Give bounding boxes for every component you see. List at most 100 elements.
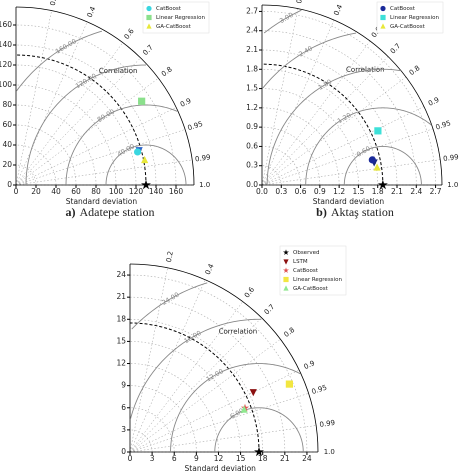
correlation-ray: [15, 77, 159, 186]
x-tick-label: 2.1: [391, 187, 403, 196]
data-point: [138, 97, 146, 105]
legend-marker: [283, 259, 289, 265]
reference-arc: [261, 63, 384, 186]
data-point: [368, 156, 376, 164]
std-grid-arc: [15, 164, 37, 186]
correlation-tick-label: 0.9: [427, 96, 441, 108]
legend-marker: [283, 267, 289, 274]
std-grid-arc: [15, 64, 137, 186]
correlation-tick-label: 1.0: [324, 448, 335, 456]
legend-label: CatBoost: [156, 6, 182, 12]
caption-text: Adatepe station: [80, 205, 155, 219]
correlation-ray: [261, 76, 407, 186]
correlation-ray: [261, 40, 371, 186]
legend: Observed LSTM CatBoost Linear Regression GA-…: [279, 245, 347, 296]
x-tick-label: 80: [91, 187, 101, 196]
x-tick-label: 60: [71, 187, 81, 196]
x-tick-label: 40: [51, 187, 61, 196]
std-grid-arc: [261, 88, 359, 186]
x-tick-label: 0.0: [256, 187, 268, 196]
correlation-tick-label: 0.7: [263, 303, 277, 317]
std-grid-arc: [15, 124, 77, 186]
legend-marker: [380, 23, 386, 29]
rmsd-contour: [16, 30, 103, 92]
correlation-tick-label: 0.8: [160, 65, 174, 78]
correlation-ray: [15, 10, 52, 186]
y-tick-label: 0.0: [246, 180, 258, 189]
legend-box: [376, 1, 444, 34]
legend-label: GA-CatBoost: [156, 24, 192, 30]
std-grid-arc: [15, 44, 157, 186]
correlation-tick-label: 0.2: [165, 250, 175, 263]
rmsd-contour: [131, 282, 208, 330]
legend-label: LSTM: [293, 259, 308, 265]
caption: b) Aktaş station: [316, 205, 394, 219]
correlation-ray: [15, 159, 193, 186]
y-tick-label: 140: [0, 40, 12, 49]
x-tick-label: 9: [194, 454, 199, 463]
correlation-tick-label: 0.4: [204, 262, 216, 276]
reference-arc: [129, 322, 260, 453]
x-tick-label: 0.9: [314, 187, 326, 196]
data-point: [377, 179, 388, 190]
y-tick-label: 120: [0, 60, 12, 69]
data-point: [133, 148, 142, 156]
y-tick-label: 2.4: [246, 26, 258, 35]
rmsd-contour: [262, 32, 357, 89]
rmsd-contour: [343, 145, 422, 186]
rmsd-label: 1.80: [317, 78, 334, 92]
correlation-tick-label: 1.0: [199, 181, 210, 189]
legend-label: Linear Regression: [293, 277, 342, 283]
x-tick-label: 2.4: [410, 187, 422, 196]
x-tick-label: 120: [129, 187, 144, 196]
taylor-panel: 0.0 0.3 0.6 0.9 1.2 1.5 1.8 2.1 2.4 2.70.00.30.60…: [246, 0, 459, 219]
legend-label: Linear Regression: [390, 15, 439, 21]
x-tick-label: 6: [172, 454, 177, 463]
x-tick-label: 0.6: [295, 187, 307, 196]
x-tick-label: 18: [258, 454, 268, 463]
y-tick-label: 40: [2, 140, 12, 149]
std-grid-arc: [261, 165, 282, 186]
correlation-tick-label: 0.95: [311, 384, 328, 396]
x-tick-label: 1.8: [372, 187, 384, 196]
data-point: [374, 127, 382, 135]
rmsd-label: 24.00: [160, 291, 180, 307]
std-grid-arc: [261, 146, 301, 186]
x-axis-label: Standard deviation: [66, 197, 138, 206]
std-grid-arc: [15, 104, 97, 186]
x-tick-label: 21: [280, 454, 290, 463]
correlation-tick-label: 0.9: [303, 359, 317, 371]
data-point: [141, 155, 149, 164]
outer-arc: [129, 263, 319, 453]
y-tick-label: 24: [116, 270, 126, 279]
legend-marker: [380, 14, 386, 21]
legend-label: CatBoost: [293, 268, 319, 274]
correlation-tick-label: 0.9: [179, 97, 193, 109]
correlation-ray: [261, 19, 335, 186]
legend-marker: [283, 276, 289, 283]
x-tick-label: 2.7: [430, 187, 442, 196]
y-tick-label: 9: [121, 381, 126, 390]
correlation-ray: [15, 42, 124, 186]
legend-label: Observed: [293, 250, 319, 256]
rmsd-contour: [305, 107, 432, 186]
std-grid-arc: [261, 126, 321, 186]
rmsd-label: 0.60: [355, 145, 372, 159]
y-tick-label: 1.2: [246, 103, 258, 112]
correlation-tick-label: 0.95: [187, 120, 204, 132]
std-grid-arc: [129, 363, 219, 453]
correlation-tick-label: 0.7: [389, 42, 403, 56]
caption: a) Adatepe station: [66, 205, 155, 219]
x-tick-label: 140: [149, 187, 164, 196]
legend-label: CatBoost: [390, 6, 416, 12]
std-grid-arc: [261, 11, 436, 186]
correlation-tick-label: 0.2: [49, 0, 59, 6]
data-point: [373, 163, 381, 171]
y-tick-label: 6: [121, 403, 126, 412]
correlation-label: Correlation: [219, 328, 258, 336]
std-grid-arc: [129, 407, 175, 453]
y-tick-label: 1.5: [246, 84, 258, 93]
correlation-tick-label: 0.7: [141, 43, 155, 57]
reference-arc: [15, 54, 147, 186]
correlation-tick-label: 0.99: [443, 153, 460, 163]
